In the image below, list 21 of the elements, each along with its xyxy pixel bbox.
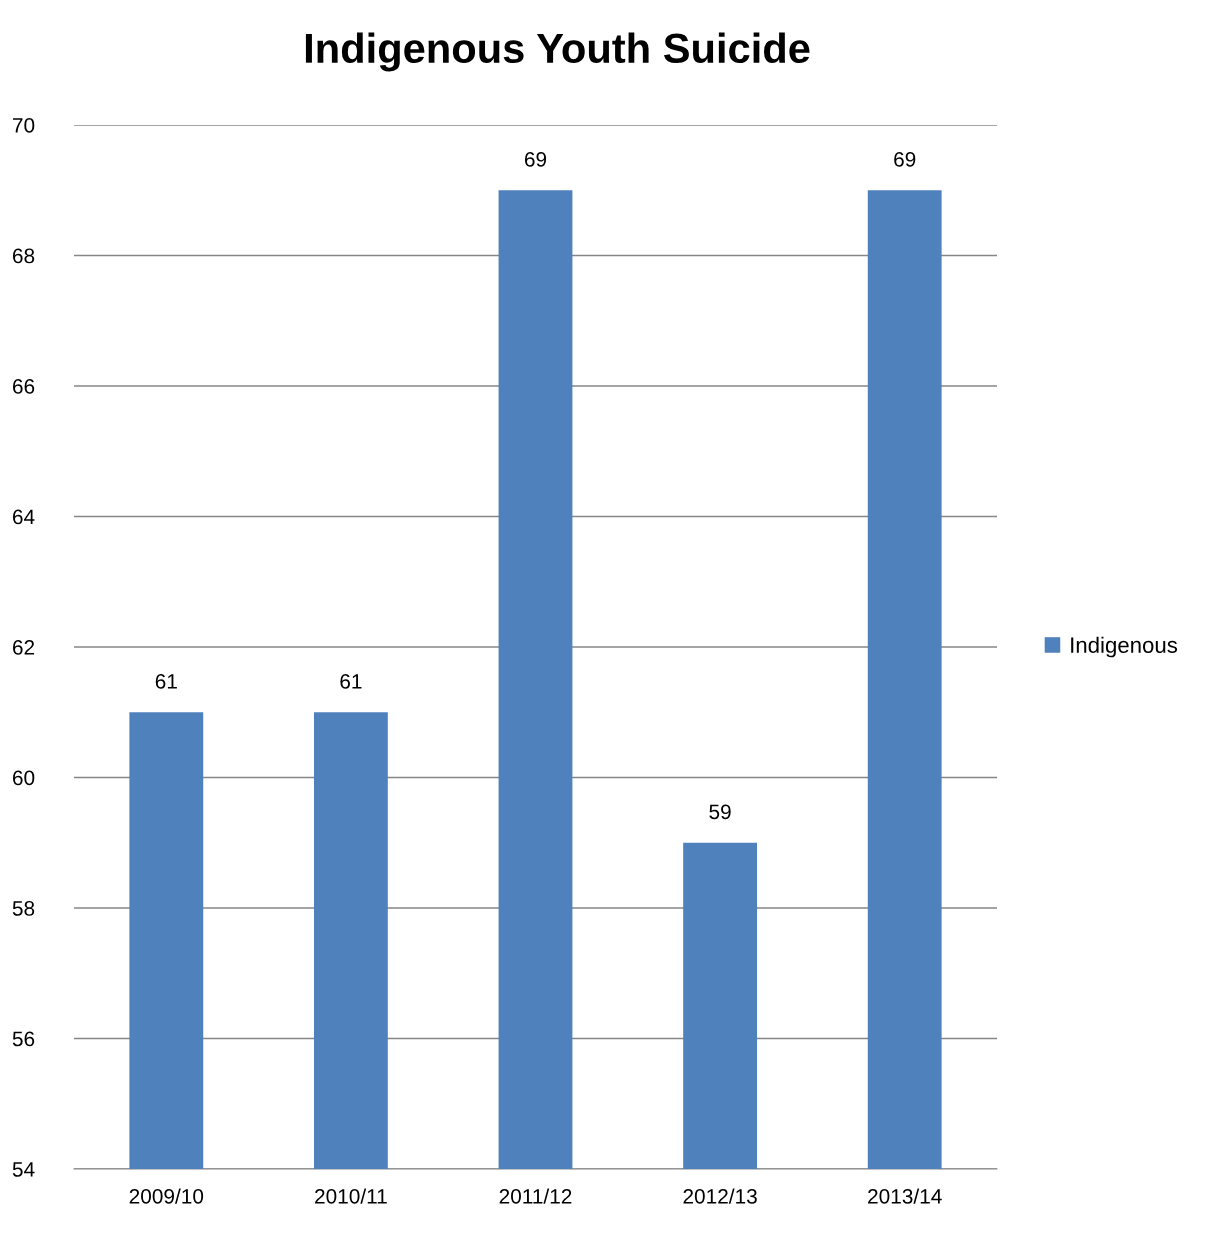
y-tick-label: 56 bbox=[12, 1031, 35, 1047]
data-label: 69 bbox=[894, 151, 916, 167]
legend-label: Indigenous bbox=[1071, 636, 1178, 658]
x-tick-label: 2013/14 bbox=[868, 1188, 942, 1204]
y-tick-label: 54 bbox=[12, 1162, 35, 1177]
x-tick-label: 2009/10 bbox=[129, 1188, 204, 1204]
data-label: 59 bbox=[709, 804, 731, 820]
x-tick-label: 2011/12 bbox=[499, 1188, 572, 1204]
x-tick-label: 2010/11 bbox=[315, 1188, 387, 1204]
y-tick-label: 68 bbox=[13, 248, 35, 264]
data-label: 69 bbox=[524, 151, 547, 167]
y-tick-label: 64 bbox=[13, 509, 35, 525]
y-tick-label: 58 bbox=[12, 901, 35, 916]
chart-title: Indigenous Youth Suicide bbox=[305, 32, 810, 72]
y-tick-label: 66 bbox=[13, 379, 35, 394]
data-label: 61 bbox=[155, 673, 177, 689]
y-tick-label: 60 bbox=[13, 770, 35, 786]
y-tick-label: 62 bbox=[13, 640, 35, 655]
x-tick-label: 2012/13 bbox=[683, 1188, 757, 1204]
y-tick-label: 70 bbox=[13, 118, 35, 133]
data-label: 61 bbox=[340, 673, 362, 689]
